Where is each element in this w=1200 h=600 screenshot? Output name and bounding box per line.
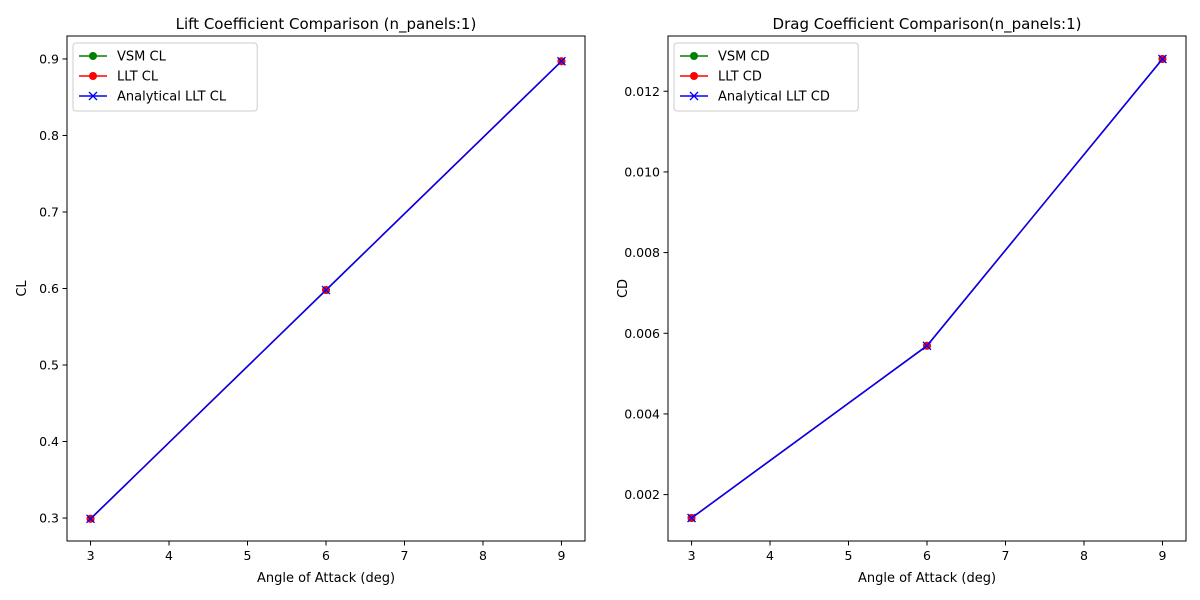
series-line: [691, 58, 1164, 519]
legend-box: [673, 42, 859, 112]
y-tick-label: 0.6: [39, 281, 59, 296]
x-tick-label: 7: [401, 548, 409, 563]
chart-lift: Lift Coefficient Comparison (n_panels:1)…: [15, 15, 586, 586]
chart-title: Lift Coefficient Comparison (n_panels:1): [176, 15, 477, 34]
y-tick-label: 0.010: [624, 164, 660, 179]
x-tick-label: 6: [322, 548, 330, 563]
data-point-marker: [922, 341, 932, 351]
y-tick-label: 0.012: [624, 84, 660, 99]
legend-marker: [88, 91, 98, 101]
legend-entry: VSM CD: [680, 50, 770, 65]
y-tick-label: 0.5: [39, 358, 59, 373]
y-tick-label: 0.008: [624, 245, 660, 260]
data-point-marker: [1157, 54, 1167, 64]
y-axis-label: CD: [616, 279, 631, 298]
x-tick-label: 9: [1158, 548, 1166, 563]
legend-entry: LLT CL: [79, 70, 159, 85]
x-tick-label: 9: [557, 548, 565, 563]
y-axis-label: CL: [15, 280, 30, 297]
series-line: [691, 58, 1164, 519]
series-line: [691, 58, 1164, 519]
y-tick-label: 0.4: [39, 434, 59, 449]
x-tick-label: 4: [766, 548, 774, 563]
legend-label: LLT CD: [718, 70, 762, 85]
legend-marker: [89, 52, 97, 60]
plot-frame: [667, 35, 1187, 542]
x-tick-label: 8: [479, 548, 487, 563]
series-vsm-cd: [687, 54, 1167, 523]
legend-label: VSM CL: [117, 50, 167, 65]
legend: VSM CD LLT CD Analytical LLT CD: [673, 42, 859, 112]
x-axis-label: Angle of Attack (deg): [257, 571, 395, 586]
legend: VSM CL LLT CL Analytical LLT CL: [72, 42, 258, 112]
y-tick-label: 0.006: [624, 326, 660, 341]
legend-entry: LLT CD: [680, 70, 762, 85]
legend-label: VSM CD: [718, 50, 770, 65]
data-point-marker: [321, 285, 331, 295]
data-point-marker: [687, 513, 697, 523]
y-tick-label: 0.8: [39, 128, 59, 143]
legend-marker: [690, 72, 698, 80]
x-axis-label: Angle of Attack (deg): [858, 571, 996, 586]
x-tick-label: 5: [845, 548, 853, 563]
legend-marker: [689, 91, 699, 101]
y-tick-label: 0.004: [624, 406, 660, 421]
series-analytical-llt-cl: [86, 56, 566, 524]
x-tick-label: 8: [1080, 548, 1088, 563]
series-llt-cd: [687, 54, 1167, 523]
legend-label: LLT CL: [117, 70, 159, 85]
series-analytical-llt-cd: [687, 54, 1167, 523]
x-tick-label: 5: [244, 548, 252, 563]
legend-marker: [690, 52, 698, 60]
x-tick-label: 6: [923, 548, 931, 563]
x-tick-label: 4: [165, 548, 173, 563]
x-tick-label: 3: [87, 548, 95, 563]
legend-label: Analytical LLT CD: [718, 90, 830, 105]
data-point-marker: [556, 56, 566, 66]
y-tick-label: 0.7: [39, 204, 59, 219]
y-tick-label: 0.9: [39, 51, 59, 66]
legend-entry: VSM CL: [79, 50, 167, 65]
x-tick-label: 7: [1002, 548, 1010, 563]
legend-entry: Analytical LLT CL: [79, 90, 227, 105]
legend-box: [72, 42, 258, 112]
x-tick-label: 3: [688, 548, 696, 563]
data-point-marker: [86, 514, 96, 524]
chart-title: Drag Coefficient Comparison(n_panels:1): [773, 15, 1082, 34]
y-tick-label: 0.3: [39, 511, 59, 526]
legend-marker: [89, 72, 97, 80]
legend-label: Analytical LLT CL: [117, 90, 227, 105]
legend-entry: Analytical LLT CD: [680, 90, 830, 105]
chart-drag: Drag Coefficient Comparison(n_panels:1) 3…: [616, 15, 1187, 586]
y-tick-label: 0.002: [624, 487, 660, 502]
